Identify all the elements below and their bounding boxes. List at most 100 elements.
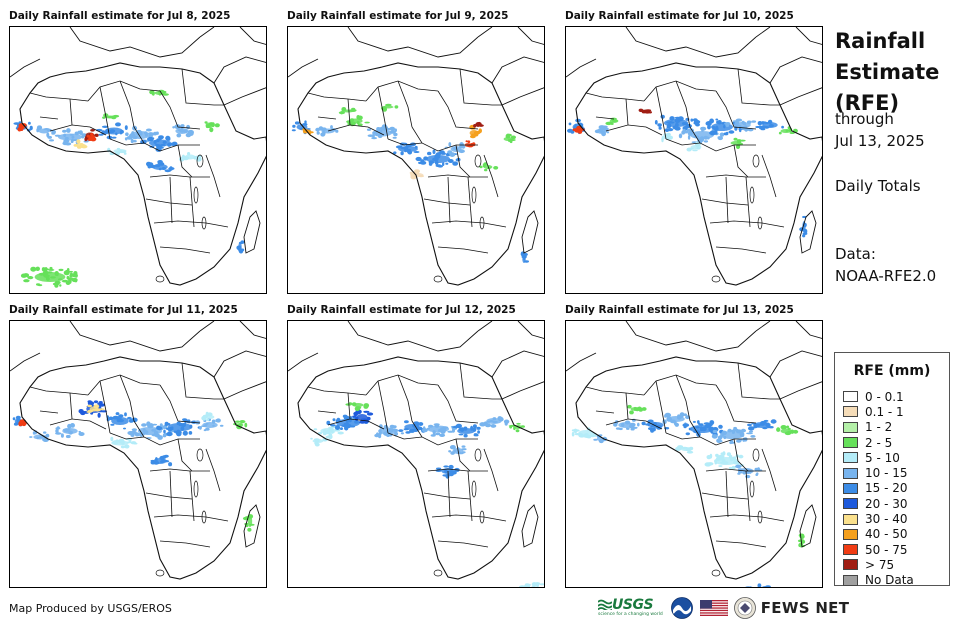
coastline <box>19 356 266 580</box>
country-border <box>427 468 488 472</box>
rain-speckle <box>503 419 510 424</box>
lake <box>479 510 485 524</box>
rain-speckle <box>49 139 54 142</box>
country-border <box>689 126 756 152</box>
country-border <box>733 144 749 178</box>
country-border <box>655 86 667 140</box>
country-border <box>455 144 471 178</box>
rain-patch <box>312 439 324 443</box>
rain-speckle <box>332 418 336 422</box>
rain-speckle <box>531 585 537 587</box>
rain-speckle <box>338 111 345 115</box>
rain-speckle <box>686 450 694 454</box>
coastline <box>491 56 544 84</box>
country-border <box>39 410 59 414</box>
panel-title: Daily Rainfall estimate for Jul 11, 2025 <box>9 304 238 316</box>
rain-speckle <box>93 400 99 404</box>
rain-speckle <box>66 128 71 133</box>
rain-speckle <box>155 131 159 135</box>
usgs-wordmark: USGS <box>597 598 663 612</box>
rain-speckle <box>145 128 152 132</box>
totals-label: Daily Totals <box>835 177 921 195</box>
rain-speckle <box>715 118 719 121</box>
rain-speckle <box>793 429 799 434</box>
country-border <box>605 392 629 426</box>
country-border <box>467 176 473 228</box>
rain-speckle <box>115 122 121 127</box>
country-border <box>715 246 767 254</box>
legend-label: 2 - 5 <box>865 435 893 450</box>
rain-speckle <box>94 133 99 137</box>
rain-speckle <box>65 281 71 285</box>
country-border <box>177 144 193 178</box>
legend-swatch <box>843 513 858 525</box>
rain-speckle <box>526 585 531 587</box>
rain-speckle <box>750 435 756 438</box>
country-border <box>459 68 502 106</box>
country-border <box>447 470 451 518</box>
rain-speckle <box>746 432 753 435</box>
legend-label: 5 - 10 <box>865 450 900 465</box>
country-border <box>377 380 389 434</box>
rain-patch <box>137 427 163 435</box>
rain-speckle <box>409 171 413 175</box>
rain-speckle <box>48 268 55 271</box>
rain-speckle <box>493 166 499 170</box>
rain-patch <box>596 128 608 134</box>
rain-speckle <box>757 583 762 587</box>
rain-speckle <box>707 124 711 130</box>
coastline <box>477 321 493 332</box>
rain-speckle <box>660 114 665 119</box>
country-border <box>109 138 145 146</box>
rain-speckle <box>158 162 164 165</box>
lake <box>193 186 199 204</box>
rain-speckle <box>37 284 43 287</box>
country-border <box>317 116 337 120</box>
rain-speckle <box>400 151 404 156</box>
country-border <box>423 198 471 206</box>
rain-patch <box>719 431 745 439</box>
rain-speckle <box>780 425 787 430</box>
rain-speckle <box>167 137 171 141</box>
rain-speckle <box>461 445 466 448</box>
country-border <box>29 386 89 396</box>
africa-map <box>566 27 822 286</box>
rain-speckle <box>716 120 719 124</box>
rain-speckle <box>151 423 158 426</box>
rain-speckle <box>781 125 784 129</box>
rain-speckle <box>728 466 733 470</box>
rain-speckle <box>449 152 456 157</box>
rain-speckle <box>172 126 175 129</box>
rain-speckle <box>389 126 395 131</box>
lake <box>711 275 721 283</box>
rain-patch <box>780 129 792 133</box>
rain-patch <box>802 221 806 233</box>
rain-speckle <box>199 426 202 430</box>
rain-speckle <box>738 127 742 133</box>
coastline <box>491 350 544 378</box>
rain-speckle <box>690 118 694 122</box>
coastline <box>347 27 479 58</box>
country-border <box>431 514 507 522</box>
rain-speckle <box>627 404 632 409</box>
rain-patch <box>356 414 368 420</box>
rain-patch <box>630 407 642 411</box>
legend-swatch <box>843 391 858 403</box>
rain-speckle <box>77 130 81 134</box>
rain-speckle <box>366 416 371 421</box>
rain-patch <box>762 122 778 128</box>
rain-speckle <box>78 432 85 436</box>
rain-speckle <box>465 140 468 143</box>
rain-speckle <box>539 583 544 586</box>
rain-speckle <box>436 467 442 470</box>
rain-speckle <box>442 474 449 477</box>
logo-strip: USGS science for a changing world FEWS N… <box>597 596 849 620</box>
rain-speckle <box>573 429 580 432</box>
country-border <box>307 386 367 396</box>
map-frame <box>287 26 545 294</box>
country-border <box>317 410 337 414</box>
rain-speckle <box>123 444 130 449</box>
rain-patch <box>753 422 771 428</box>
rain-speckle <box>55 428 59 434</box>
